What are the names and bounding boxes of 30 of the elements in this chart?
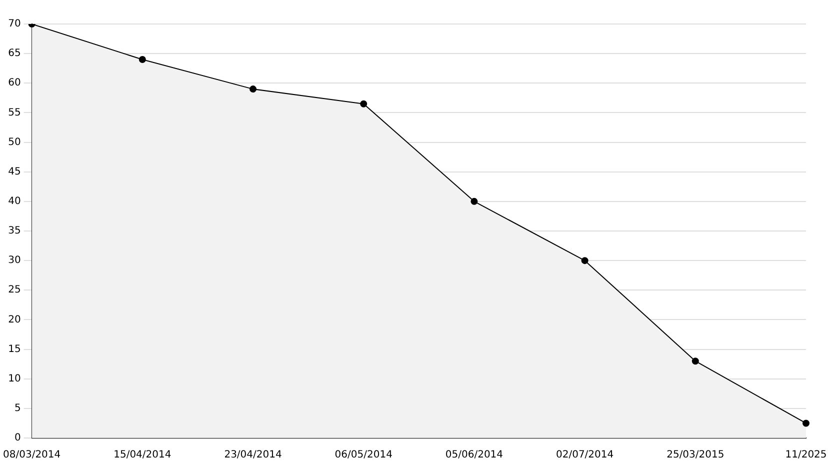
- x-tick-label: 25/03/2015: [666, 450, 724, 461]
- x-tick-label: 15/04/2014: [114, 450, 172, 461]
- y-tick-label: 65: [8, 48, 21, 60]
- y-tick-label: 15: [8, 344, 21, 355]
- y-tick-label: 25: [8, 284, 21, 296]
- x-tick-label: 08/03/2014: [3, 450, 61, 461]
- y-tick-label: 55: [8, 107, 21, 118]
- y-tick-label: 60: [8, 78, 21, 89]
- x-tick-label: 23/04/2014: [224, 450, 282, 461]
- point: [470, 198, 478, 205]
- point: [250, 86, 257, 93]
- y-tick-label: 5: [14, 403, 21, 414]
- x-tick-label: 05/06/2014: [445, 450, 504, 461]
- y-tick-label: 30: [8, 255, 21, 266]
- point: [138, 56, 146, 63]
- point: [581, 257, 588, 264]
- y-tick-label: 20: [8, 314, 21, 326]
- x-tick-label: 02/07/2014: [556, 450, 614, 461]
- x-tick-label: 11/2025: [785, 450, 827, 461]
- y-tick-label: 35: [8, 226, 21, 237]
- y-tick-label: 50: [8, 136, 21, 148]
- point: [692, 358, 699, 365]
- y-tick-label: 0: [14, 432, 21, 444]
- x-tick-label: 06/05/2014: [334, 450, 392, 461]
- point: [802, 420, 810, 427]
- y-tick-label: 10: [8, 373, 21, 384]
- y-tick-label: 45: [8, 166, 21, 178]
- point: [360, 100, 368, 108]
- y-tick-label: 40: [8, 196, 21, 208]
- y-tick-label: 70: [8, 18, 21, 30]
